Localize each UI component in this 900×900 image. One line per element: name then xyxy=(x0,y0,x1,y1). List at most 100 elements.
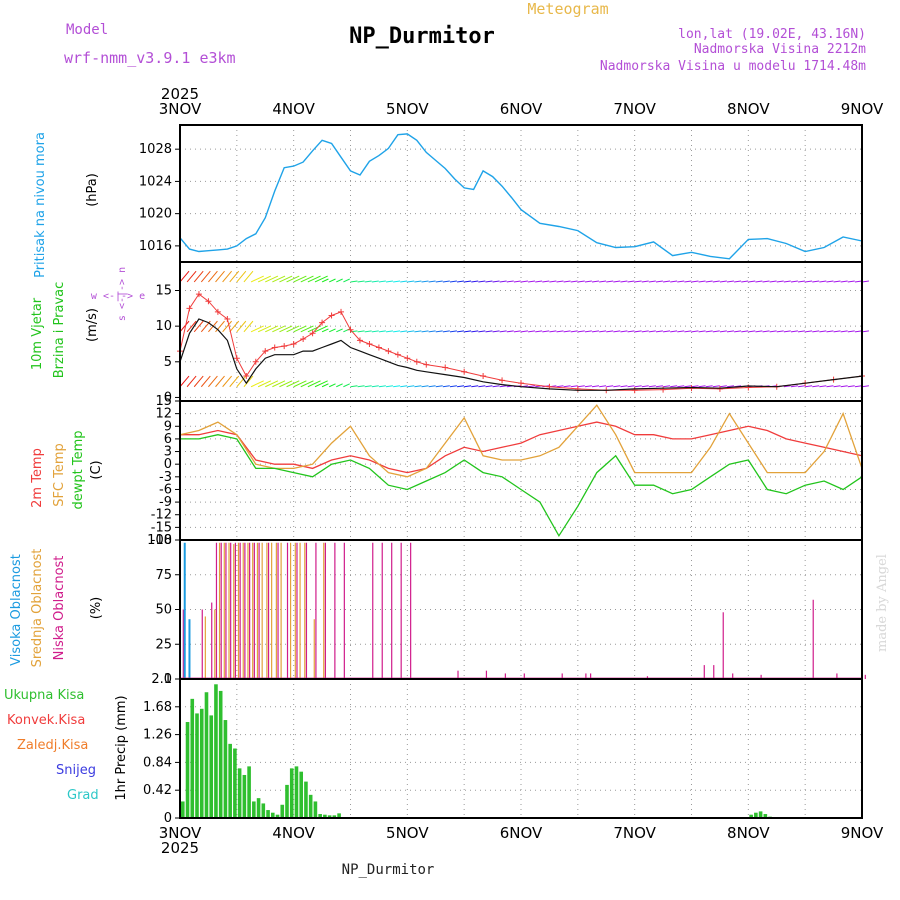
wind-barb xyxy=(663,385,671,388)
wind-barb xyxy=(456,280,465,283)
bottom-time-tick-label: 9NOV xyxy=(841,824,884,842)
wind-barb xyxy=(826,330,834,333)
wind-barb xyxy=(193,270,204,283)
cloud-panel: 0 25 50 75 100 xyxy=(147,533,866,687)
wind-barb xyxy=(236,375,247,388)
wind-barb xyxy=(257,380,272,388)
wind-barb xyxy=(641,330,649,333)
wind-barb xyxy=(499,330,507,333)
y-tick-label: 12 xyxy=(155,407,172,422)
wind-barb xyxy=(684,330,692,333)
wind-barb xyxy=(819,330,827,333)
wind-barb xyxy=(179,270,190,283)
wind-barb xyxy=(265,275,279,283)
wind-barb xyxy=(712,330,720,333)
wind-barb xyxy=(705,280,713,283)
wind-barb xyxy=(840,280,848,283)
wind-barb xyxy=(535,280,543,283)
wind-barb xyxy=(620,330,628,333)
wind-barb xyxy=(776,280,784,283)
wind-barb xyxy=(492,330,500,333)
precip-bar xyxy=(323,814,327,818)
cloud-mid-label: Srednja Oblacnost xyxy=(30,549,45,668)
wind-barb xyxy=(471,385,479,388)
wind-barb xyxy=(705,385,713,388)
wind-barb xyxy=(655,330,663,333)
precip-bar xyxy=(256,798,261,818)
wind-barb xyxy=(840,330,848,333)
wind-barb xyxy=(485,330,493,333)
wind-barb xyxy=(599,330,607,333)
wind-barb xyxy=(726,330,735,333)
pressure-series-line xyxy=(179,133,863,260)
wind-barb xyxy=(627,280,635,283)
wind-barb xyxy=(528,280,536,283)
wind-barb xyxy=(464,385,472,388)
y-tick-label: 15 xyxy=(155,284,172,299)
precip-bar xyxy=(228,743,232,818)
precip-legend-total: Ukupna Kisa xyxy=(4,688,84,703)
wind-barb xyxy=(520,330,529,333)
wind-barb xyxy=(677,385,685,388)
wind-barb xyxy=(421,280,429,283)
wind-barb xyxy=(393,385,401,388)
precip-unit-label: 1hr Precip (mm) xyxy=(114,695,129,800)
precip-bar xyxy=(294,766,299,818)
wind-barb xyxy=(826,280,834,283)
precip-bar xyxy=(285,784,289,818)
wind-barb xyxy=(435,280,443,283)
wind-barb xyxy=(428,385,436,388)
wind-barb xyxy=(861,330,870,333)
wind-barb xyxy=(293,325,307,333)
wind-barb xyxy=(570,385,578,388)
wind-barb xyxy=(812,385,820,388)
precip-bar xyxy=(758,811,763,818)
wind-barb xyxy=(250,325,264,333)
wind-barb xyxy=(712,280,720,283)
wind-barb xyxy=(663,330,671,333)
wind-barb xyxy=(684,385,692,388)
wind-barb xyxy=(641,280,649,283)
wind-barb xyxy=(691,385,699,388)
wind-barb xyxy=(499,280,507,283)
wind-barb xyxy=(613,385,621,388)
wind-barb xyxy=(762,280,770,283)
y-tick-label: 5 xyxy=(164,355,172,370)
watermark: made by Angel xyxy=(875,554,890,652)
wind-barb xyxy=(478,280,486,283)
precip-bar xyxy=(332,815,337,818)
wind-barb xyxy=(336,328,343,333)
precip-panel: 0 0.42 0.84 1.26 1.68 2.1 xyxy=(143,672,863,826)
precip-legend-snow: Snijeg xyxy=(56,763,96,778)
wind-barb xyxy=(229,320,240,333)
wind-barb xyxy=(833,280,841,283)
y-tick-label: 1028 xyxy=(139,142,172,157)
precip-bar xyxy=(237,768,242,818)
wind-barb xyxy=(478,330,486,333)
wind-barb xyxy=(755,330,763,333)
wind-barb xyxy=(847,385,855,388)
wind-barb xyxy=(492,385,500,388)
coords-label: lon,lat (19.02E, 43.16N) xyxy=(678,27,866,42)
wind-barb xyxy=(364,330,372,333)
wind-barb xyxy=(769,280,777,283)
wind-barb xyxy=(215,320,225,333)
y-tick-label: -18 xyxy=(151,533,172,548)
wind-barb xyxy=(847,330,855,333)
wind-barb xyxy=(748,330,756,333)
wind-barb xyxy=(208,375,218,388)
precip-bar xyxy=(247,766,251,818)
wind-barb xyxy=(734,280,742,283)
wind-barb xyxy=(328,383,336,388)
wind-barb xyxy=(627,330,635,333)
precip-bar xyxy=(209,715,214,818)
wind-barb xyxy=(357,385,365,388)
wind-barb xyxy=(492,280,500,283)
wind-barb xyxy=(563,385,571,388)
precip-bar xyxy=(204,692,209,818)
precip-bar xyxy=(190,698,195,818)
y-tick-label: -15 xyxy=(151,520,172,535)
wind-barb xyxy=(407,280,415,283)
wind-barb xyxy=(435,385,443,388)
panel-frame xyxy=(179,678,863,819)
